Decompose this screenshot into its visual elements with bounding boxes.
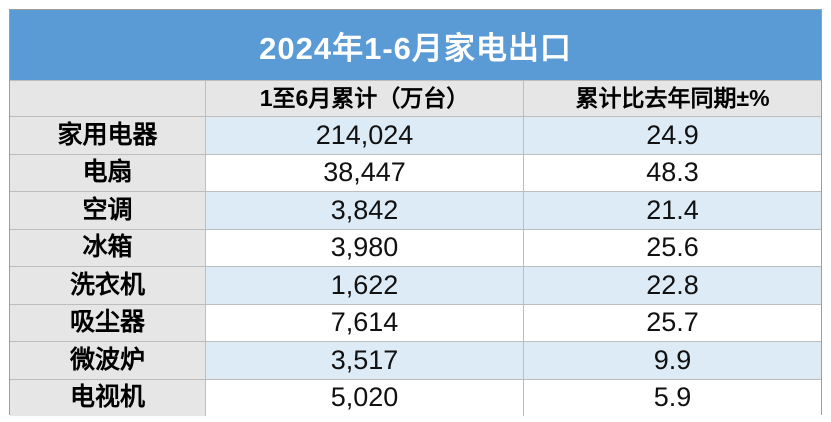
table-row: 冰箱 3,980 25.6 [10, 228, 821, 266]
cumulative-value: 3,842 [206, 191, 524, 229]
yoy-value: 48.3 [524, 153, 821, 191]
cumulative-value: 3,980 [206, 228, 524, 266]
row-label: 吸尘器 [10, 303, 206, 341]
yoy-value: 22.8 [524, 266, 821, 304]
table-title: 2024年1-6月家电出口 [259, 30, 572, 66]
table-title-bar: 2024年1-6月家电出口 [10, 10, 821, 80]
cumulative-value: 38,447 [206, 153, 524, 191]
row-label: 家用电器 [10, 116, 206, 154]
table-row: 洗衣机 1,622 22.8 [10, 266, 821, 304]
yoy-value: 9.9 [524, 341, 821, 379]
row-label: 微波炉 [10, 341, 206, 379]
yoy-value: 25.6 [524, 228, 821, 266]
table-row: 电扇 38,447 48.3 [10, 153, 821, 191]
cumulative-value: 1,622 [206, 266, 524, 304]
yoy-value: 24.9 [524, 116, 821, 154]
yoy-value: 21.4 [524, 191, 821, 229]
cumulative-value: 3,517 [206, 341, 524, 379]
header-cell-cumulative: 1至6月累计（万台） [206, 80, 524, 116]
row-label: 电视机 [10, 378, 206, 416]
table-row: 吸尘器 7,614 25.7 [10, 303, 821, 341]
cumulative-value: 5,020 [206, 378, 524, 416]
cumulative-value: 7,614 [206, 303, 524, 341]
row-label: 洗衣机 [10, 266, 206, 304]
header-row: 1至6月累计（万台） 累计比去年同期±% [10, 80, 821, 116]
table-row: 微波炉 3,517 9.9 [10, 341, 821, 379]
appliance-export-table: 2024年1-6月家电出口 1至6月累计（万台） 累计比去年同期±% 家用电器 … [9, 9, 822, 416]
header-cell-yoy: 累计比去年同期±% [524, 80, 821, 116]
table-row: 家用电器 214,024 24.9 [10, 116, 821, 154]
header-cell-blank [10, 80, 206, 116]
row-label: 电扇 [10, 153, 206, 191]
yoy-value: 25.7 [524, 303, 821, 341]
table-row: 空调 3,842 21.4 [10, 191, 821, 229]
table-row: 电视机 5,020 5.9 [10, 378, 821, 416]
row-label: 空调 [10, 191, 206, 229]
row-label: 冰箱 [10, 228, 206, 266]
cumulative-value: 214,024 [206, 116, 524, 154]
yoy-value: 5.9 [524, 378, 821, 416]
